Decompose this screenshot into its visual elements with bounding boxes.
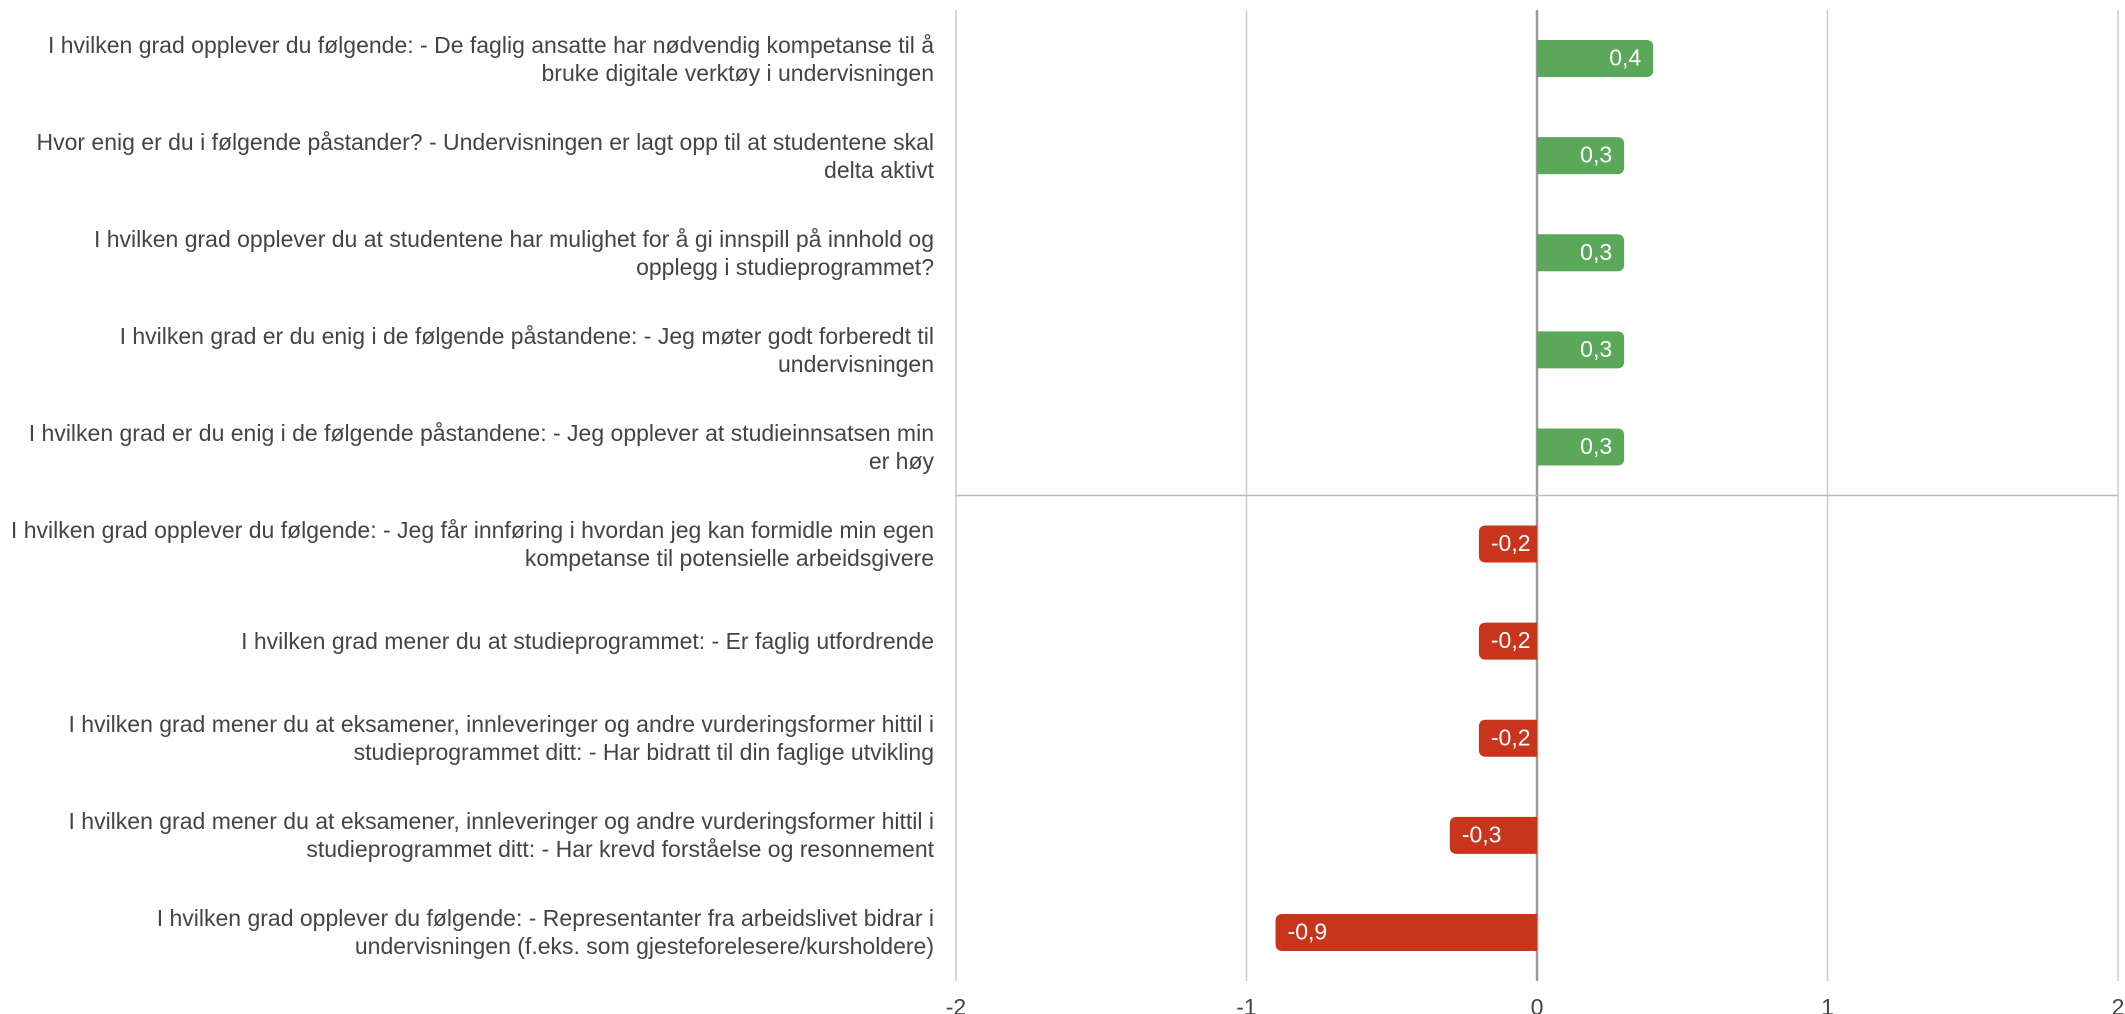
category-label: I hvilken grad er du enig i de følgende … <box>28 419 934 474</box>
value-label: -0,2 <box>1491 627 1531 653</box>
value-label: -0,2 <box>1491 724 1531 750</box>
bar <box>1478 622 1537 660</box>
value-label: -0,2 <box>1491 530 1531 556</box>
x-tick-label: -1 <box>1236 994 1256 1014</box>
x-tick-label: 1 <box>1821 994 1834 1014</box>
category-label: I hvilken grad mener du at studieprogram… <box>241 628 934 655</box>
category-label: I hvilken grad er du enig i de følgende … <box>119 322 934 377</box>
bar <box>1537 428 1625 466</box>
bar <box>1478 719 1537 757</box>
bar <box>1537 137 1625 175</box>
bar <box>1478 525 1537 563</box>
value-label: -0,3 <box>1462 821 1502 847</box>
category-label: I hvilken grad opplever du at studentene… <box>93 225 934 280</box>
category-label: I hvilken grad opplever du følgende: - J… <box>10 517 934 572</box>
value-label: 0,3 <box>1580 336 1612 362</box>
bar <box>1537 234 1625 272</box>
value-label: 0,3 <box>1580 433 1612 459</box>
bar <box>1275 913 1537 951</box>
x-tick-label: 0 <box>1531 994 1544 1014</box>
x-tick-label: 2 <box>2112 994 2125 1014</box>
bar <box>1537 40 1654 78</box>
value-label: 0,3 <box>1580 142 1612 168</box>
category-label: Hvor enig er du i følgende påstander? - … <box>36 128 934 183</box>
bar <box>1537 331 1625 369</box>
bar <box>1449 816 1537 854</box>
x-tick-label: -2 <box>946 994 966 1014</box>
category-label: I hvilken grad opplever du følgende: - R… <box>156 905 934 960</box>
value-label: -0,9 <box>1288 919 1328 945</box>
value-label: 0,3 <box>1580 239 1612 265</box>
category-label: I hvilken grad opplever du følgende: - D… <box>47 31 934 86</box>
value-label: 0,4 <box>1609 45 1641 71</box>
category-label: I hvilken grad mener du at eksamener, in… <box>68 808 935 863</box>
category-label: I hvilken grad mener du at eksamener, in… <box>68 711 935 766</box>
